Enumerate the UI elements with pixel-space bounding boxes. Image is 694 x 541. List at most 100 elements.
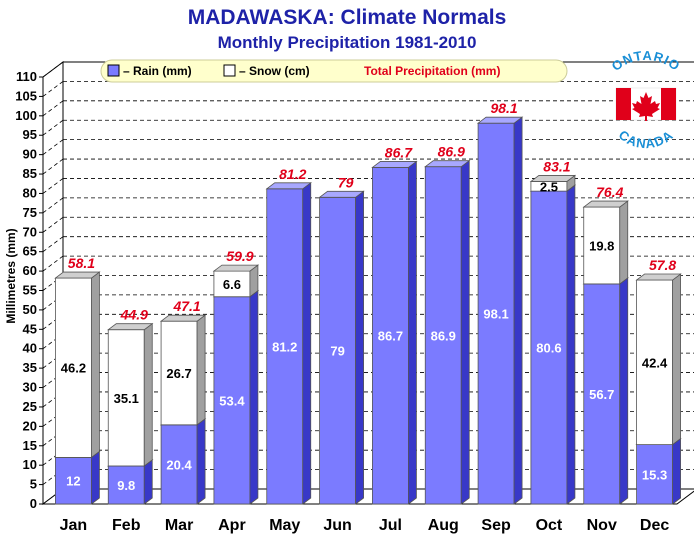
bar-snow [159,314,207,426]
x-tick-label: Oct [536,517,563,534]
rain-value-label: 56.7 [589,387,614,402]
total-value-label: 98.1 [490,100,517,116]
bar-snow-front [583,206,621,285]
canada-flag-icon [615,87,677,121]
bar-rain-side [143,459,153,505]
x-tick-label: Aug [428,517,459,534]
y-tick-label: 30 [23,380,37,395]
legend-snow-label: – Snow (cm) [239,64,310,78]
legend: – Rain (mm) – Snow (cm) Total Precipitat… [100,59,568,83]
snow-value-label: 46.2 [61,361,86,376]
bar-rain-front [319,196,356,505]
y-tick-label: 10 [23,457,37,472]
bar-rain-side [460,159,470,505]
rain-value-label: 86.9 [431,328,456,343]
rain-value-label: 86.7 [378,329,403,344]
rain-value-label: 53.4 [219,393,245,408]
bar-rain-side [355,190,364,505]
rain-value-label: 15.3 [642,467,667,482]
x-tick-label: Mar [165,517,193,534]
chart-title: MADAWASKA: Climate Normals [188,6,507,29]
bar-rain-top [265,182,312,190]
bar-rain [424,159,471,505]
rain-value-label: 20.4 [166,457,192,472]
y-tick-label: 25 [23,399,37,414]
bar-rain-side [566,184,576,505]
x-tick-label: Jun [323,517,351,534]
bar-rain [265,181,312,505]
y-tick-label: 15 [23,438,37,453]
legend-rain-swatch [107,64,120,77]
total-value-label: 44.9 [120,307,148,323]
bar-snow [54,271,101,459]
bar-rain-side [672,437,681,505]
bar-snow-side [143,322,153,467]
legend-rain-label: – Rain (mm) [123,64,192,78]
x-tick-label: Apr [218,517,246,534]
y-tick-label: 105 [15,88,37,103]
bar-snow [107,322,154,467]
bar-snow-front [636,279,673,446]
total-value-label: 86.9 [438,144,465,160]
rain-value-label: 80.6 [536,341,561,356]
y-tick-label: 20 [23,418,37,433]
total-value-label: 83.1 [543,158,570,174]
y-tick-label: 40 [23,341,37,356]
y-tick-label: 100 [15,108,37,123]
bar-rain [318,190,365,505]
bar-rain [371,160,418,505]
bar-snow-top [54,271,101,279]
bar-snow [582,200,629,285]
snow-value-label: 26.7 [166,366,191,381]
x-tick-label: Feb [112,517,141,534]
bar-rain-side [249,289,259,505]
bar-rain-side [619,277,629,505]
y-tick-label: 35 [23,360,37,375]
bars: 12 46.2 58.1 9.8 35.1 44.9 20.4 26.7 47.1 53.4 6.6… [54,100,682,505]
total-value-label: 59.9 [226,248,253,264]
bar-snow-side [196,314,206,426]
bar-rain-front [583,283,621,505]
rain-value-label: 79 [330,344,344,359]
bar-rain-front [477,122,515,505]
legend-total-label: Total Precipitation (mm) [364,64,500,78]
bar-rain-top [476,116,524,124]
snow-value-label: 19.8 [589,238,614,253]
bar-rain-front [636,444,673,505]
bar-snow-top [635,273,682,281]
y-tick-label: 0 [30,496,37,511]
total-value-label: 76.4 [596,184,623,200]
x-tick-label: Nov [587,517,617,534]
rain-value-label: 9.8 [117,478,135,493]
y-tick-label: 75 [23,205,37,220]
y-tick-label: 65 [23,244,37,259]
y-tick-label: 50 [23,302,37,317]
bar-snow-side [672,273,681,446]
bar-snow [635,273,682,446]
y-axis-label: Millimetres (mm) [4,228,18,323]
y-tick-label: 110 [16,69,37,84]
bar-snow-side [619,200,629,285]
chart-subtitle: Monthly Precipitation 1981-2010 [218,33,477,52]
bar-snow-top [212,264,260,272]
snow-value-label: 42.4 [642,355,668,370]
snow-value-label: 35.1 [114,391,139,406]
bar-rain [476,116,524,505]
x-tick-label: Sep [481,517,511,534]
bar-rain-top [424,160,471,168]
rain-value-label: 12 [66,474,80,489]
y-tick-label: 45 [23,321,37,336]
y-tick-label: 60 [23,263,37,278]
rain-value-label: 81.2 [272,339,297,354]
y-tick-label: 95 [23,127,37,142]
bar-snow-top [107,323,154,331]
bar-rain-side [196,418,206,505]
x-tick-label: Dec [640,517,669,534]
bar-snow-top [529,175,577,182]
bar-snow [529,174,577,192]
y-tick-label: 90 [23,147,37,162]
bar-rain-front [424,166,462,505]
x-tick-label: Jan [60,517,88,534]
total-value-label: 86.7 [385,144,413,160]
